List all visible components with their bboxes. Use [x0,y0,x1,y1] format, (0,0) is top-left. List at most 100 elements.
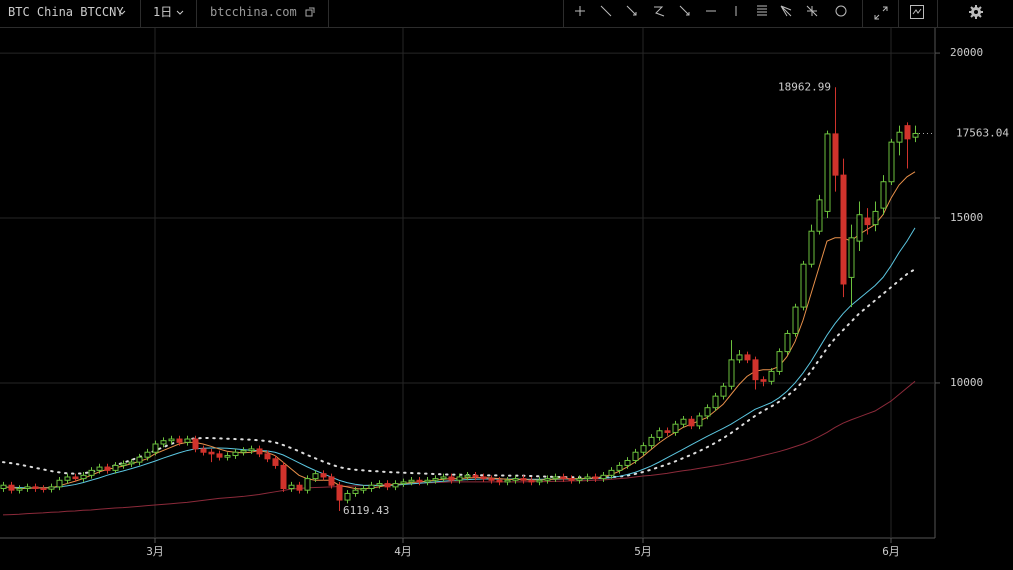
candle-body [72,476,79,480]
popout-icon[interactable] [305,7,315,17]
candle-body [600,474,607,480]
candle-body [32,486,39,490]
separator [898,0,899,27]
separator [328,0,329,27]
candle-body [488,478,495,481]
candle-body [568,478,575,481]
candle-body [816,199,823,232]
candle-body [856,214,863,242]
candle-body [408,479,415,483]
candle-body [216,453,223,458]
candle-body [264,453,271,460]
candle-body [136,456,143,463]
candle-body [176,438,183,443]
candle-body [304,478,311,491]
candle-body [360,488,367,491]
chart: 10000 15000 20000 3月 4月 5月 6月 18962.99 6119.43 17… [0,28,1012,558]
candle-body [120,463,127,466]
y-tick-label: 20000 [950,46,983,59]
candle-body [224,455,231,458]
separator [140,0,141,27]
candle-body [792,306,799,334]
candle-body [112,464,119,471]
interval-button[interactable]: 1日 [153,5,173,19]
candle-body [352,489,359,494]
candle-body [96,466,103,471]
candle-body [872,210,879,226]
x-tick-label: 6月 [882,545,900,558]
candle-body [528,479,535,483]
x-tick-label: 5月 [634,545,652,558]
last-price-box [936,125,1012,142]
candle-body [832,133,839,176]
candle-body [840,174,847,285]
candle-body [472,474,479,478]
candle-body [648,436,655,447]
candle-body [144,451,151,458]
candle-body [104,466,111,471]
candle-body [240,450,247,453]
settings-icon[interactable] [968,4,984,20]
candle-body [248,448,255,452]
separator [563,0,564,27]
candle-body [200,448,207,453]
candle-body [904,125,911,140]
candle-body [320,473,327,478]
candle-body [0,484,7,490]
candle-body [704,407,711,417]
candle-body [520,478,527,481]
source-link[interactable]: btcchina.com [210,5,297,19]
toolbar: BTC China BTCCNY 1日 btcchina.com [0,0,1013,28]
candle-body [432,478,439,481]
candle-body [368,484,375,490]
candle-body [272,458,279,466]
separator [937,0,938,27]
candle-body [624,459,631,466]
high-annotation: 18962.99 [778,80,831,93]
candle-body [296,484,303,491]
candle-body [16,488,23,491]
candle-body [208,451,215,455]
candle-body [640,445,647,453]
candle-body [40,488,47,491]
candle-body [168,438,175,442]
candle-body [688,418,695,427]
candle-body [424,479,431,483]
candle-body [608,469,615,476]
candle-body [592,476,599,480]
candle-body [24,486,31,490]
candle-body [384,483,391,488]
chevron [118,10,126,15]
candle-body [672,423,679,433]
candle-body [712,395,719,409]
candle-body [752,359,759,381]
candle-body [776,351,783,372]
candle-body [448,476,455,481]
candle-body [784,332,791,353]
candle-body [888,141,895,183]
candle-body [464,474,471,478]
candle-body [64,476,71,481]
candle-body [376,483,383,486]
candle-body [288,484,295,490]
drawing-tools[interactable] [570,0,860,27]
x-tick-label: 4月 [394,545,412,558]
symbol-button[interactable]: BTC China BTCCNY [8,5,124,19]
candle-body [280,464,287,490]
candle-body [768,370,775,382]
y-tick-label: 10000 [950,376,983,389]
candle-body [848,237,855,278]
candle-body [808,230,815,265]
candle-body [536,479,543,483]
candle-body [312,473,319,480]
candle-body [48,486,55,490]
candle-body [232,451,239,457]
candle-body [456,476,463,481]
candle-body [480,476,487,480]
indicator-icon[interactable] [909,4,925,20]
candle-body [760,379,767,382]
candle-body [512,478,519,481]
candle-body [192,438,199,450]
fullscreen-icon[interactable] [873,5,889,21]
